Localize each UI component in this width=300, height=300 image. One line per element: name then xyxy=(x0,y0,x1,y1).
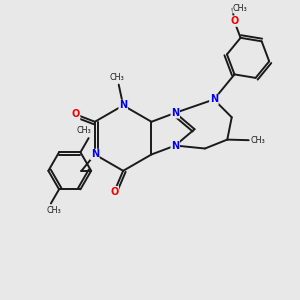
Text: O: O xyxy=(230,16,238,26)
Text: CH₃: CH₃ xyxy=(250,136,265,145)
Text: O: O xyxy=(71,109,80,119)
Text: O: O xyxy=(110,187,118,196)
Text: CH₃: CH₃ xyxy=(232,4,247,13)
Text: CH₃: CH₃ xyxy=(77,126,92,135)
Text: CH₃: CH₃ xyxy=(46,206,61,215)
Text: N: N xyxy=(91,149,99,160)
Text: N: N xyxy=(171,140,179,151)
Text: N: N xyxy=(171,108,179,118)
Text: N: N xyxy=(210,94,218,104)
Text: CH₃: CH₃ xyxy=(110,73,124,82)
Text: N: N xyxy=(119,100,127,110)
